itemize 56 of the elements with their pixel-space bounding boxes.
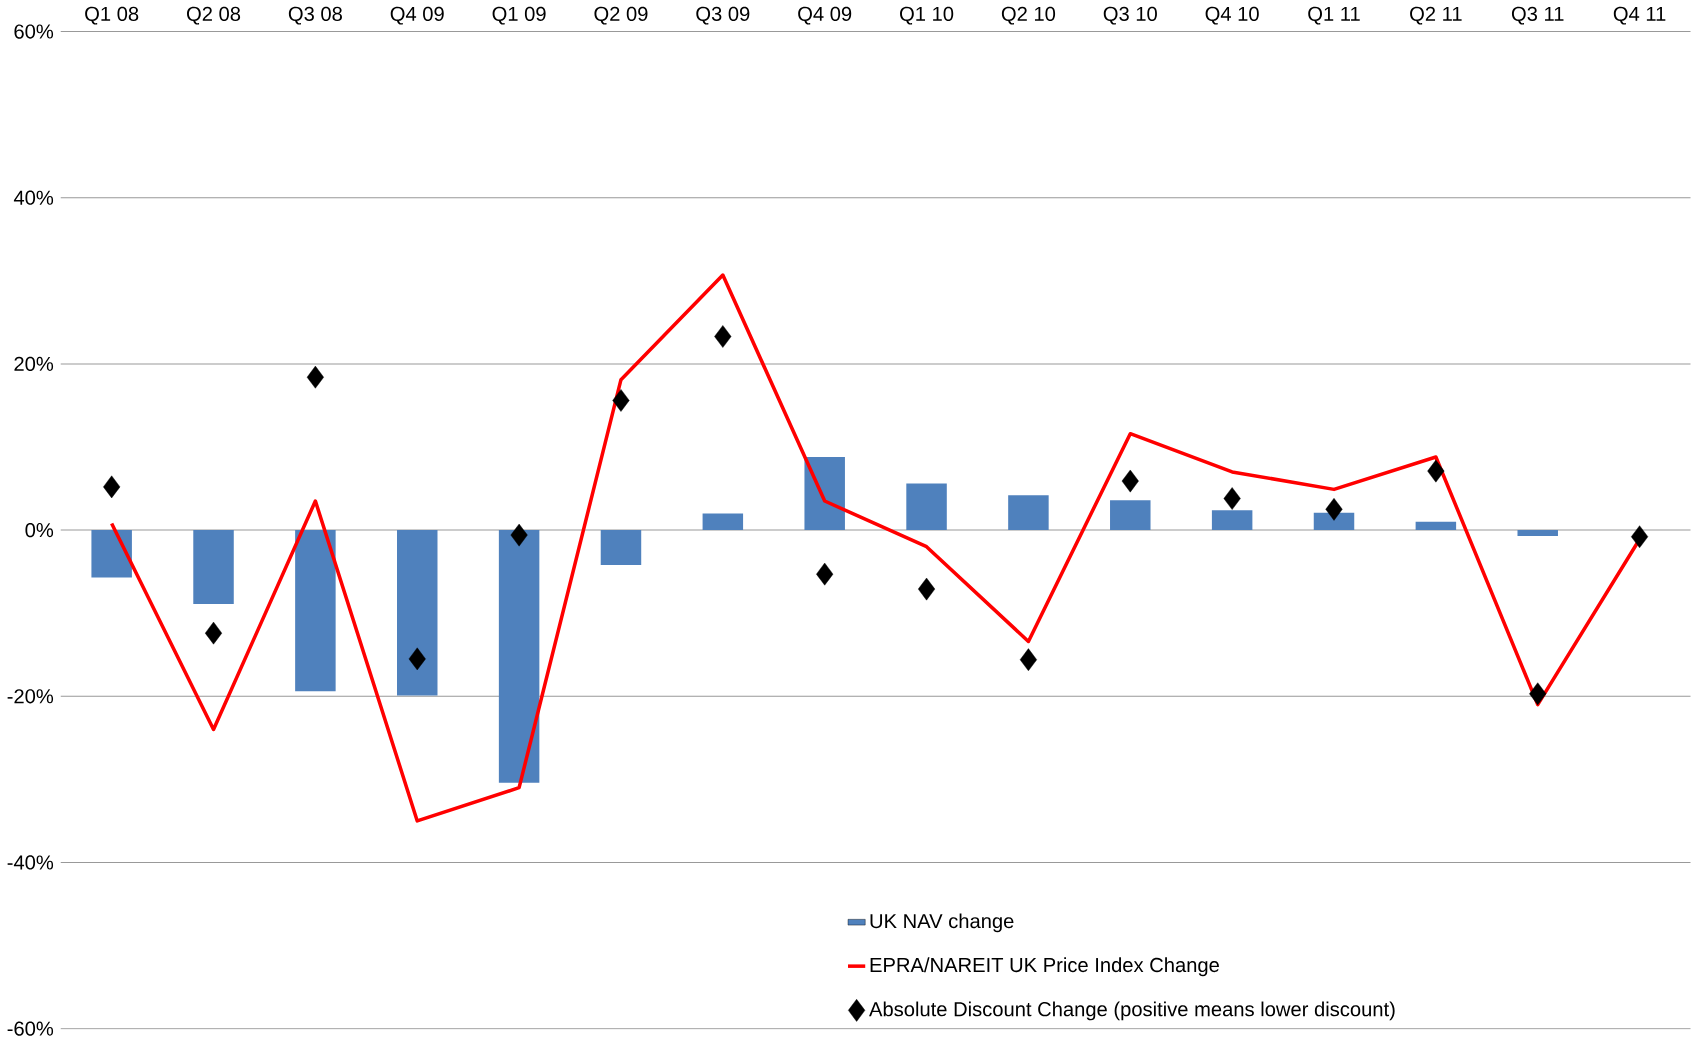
x-tick-label: Q4 11 (1613, 6, 1666, 25)
legend-label: UK NAV change (870, 913, 1014, 933)
x-tick-label: Q3 09 (696, 6, 750, 25)
bar (1110, 500, 1151, 531)
point (1427, 460, 1445, 483)
point (408, 647, 426, 671)
y-tick-label: -60% (7, 1021, 54, 1037)
x-tick-label: Q4 10 (1205, 6, 1259, 25)
y-tick-label: 0% (25, 523, 54, 538)
x-tick-label: Q3 08 (288, 6, 342, 25)
x-tick-label: Q2 10 (1001, 6, 1056, 25)
bar (193, 530, 234, 605)
x-tick-label: Q1 10 (900, 6, 954, 25)
point (1019, 648, 1037, 672)
x-tick-label: Q4 09 (390, 6, 444, 25)
x-tick-label: Q2 11 (1410, 6, 1462, 25)
point (306, 366, 324, 389)
point (816, 563, 834, 586)
bar (498, 530, 540, 783)
legend-label: Absolute Discount Change (positive means lower discount) (869, 1001, 1395, 1021)
point (1121, 470, 1139, 493)
bar (91, 530, 132, 578)
x-tick-label: Q1 08 (85, 6, 139, 25)
bar (906, 483, 947, 531)
bar (295, 530, 336, 692)
point (918, 578, 936, 601)
x-tick-label: Q2 08 (187, 6, 241, 25)
point (103, 475, 121, 499)
point (612, 389, 630, 412)
bar (1415, 522, 1457, 531)
bar (1517, 530, 1558, 537)
bar (804, 457, 845, 531)
x-tick-label: Q1 09 (492, 6, 546, 25)
x-tick-label: Q4 09 (798, 6, 852, 25)
bar (600, 530, 642, 566)
y-tick-label: -40% (7, 855, 54, 870)
x-tick-label: Q3 11 (1511, 6, 1564, 25)
x-tick-label: Q2 09 (594, 6, 648, 25)
x-tick-label: Q1 11 (1308, 6, 1360, 25)
point (1325, 498, 1343, 521)
y-tick-label: -20% (7, 689, 54, 704)
y-tick-label: 20% (14, 357, 54, 372)
point (1223, 487, 1241, 511)
bar (1211, 510, 1253, 531)
y-tick-label: 40% (13, 190, 54, 206)
x-tick-label: Q3 10 (1103, 6, 1157, 25)
point (1529, 682, 1547, 706)
point (510, 524, 528, 547)
bar (397, 530, 438, 696)
point (205, 622, 223, 645)
point (714, 325, 732, 349)
bar (1008, 495, 1049, 531)
y-tick-label: 60% (14, 24, 54, 39)
point (1631, 525, 1649, 549)
bar (702, 513, 744, 531)
legend-label: EPRA/NAREIT UK Price Index Change (870, 957, 1219, 977)
